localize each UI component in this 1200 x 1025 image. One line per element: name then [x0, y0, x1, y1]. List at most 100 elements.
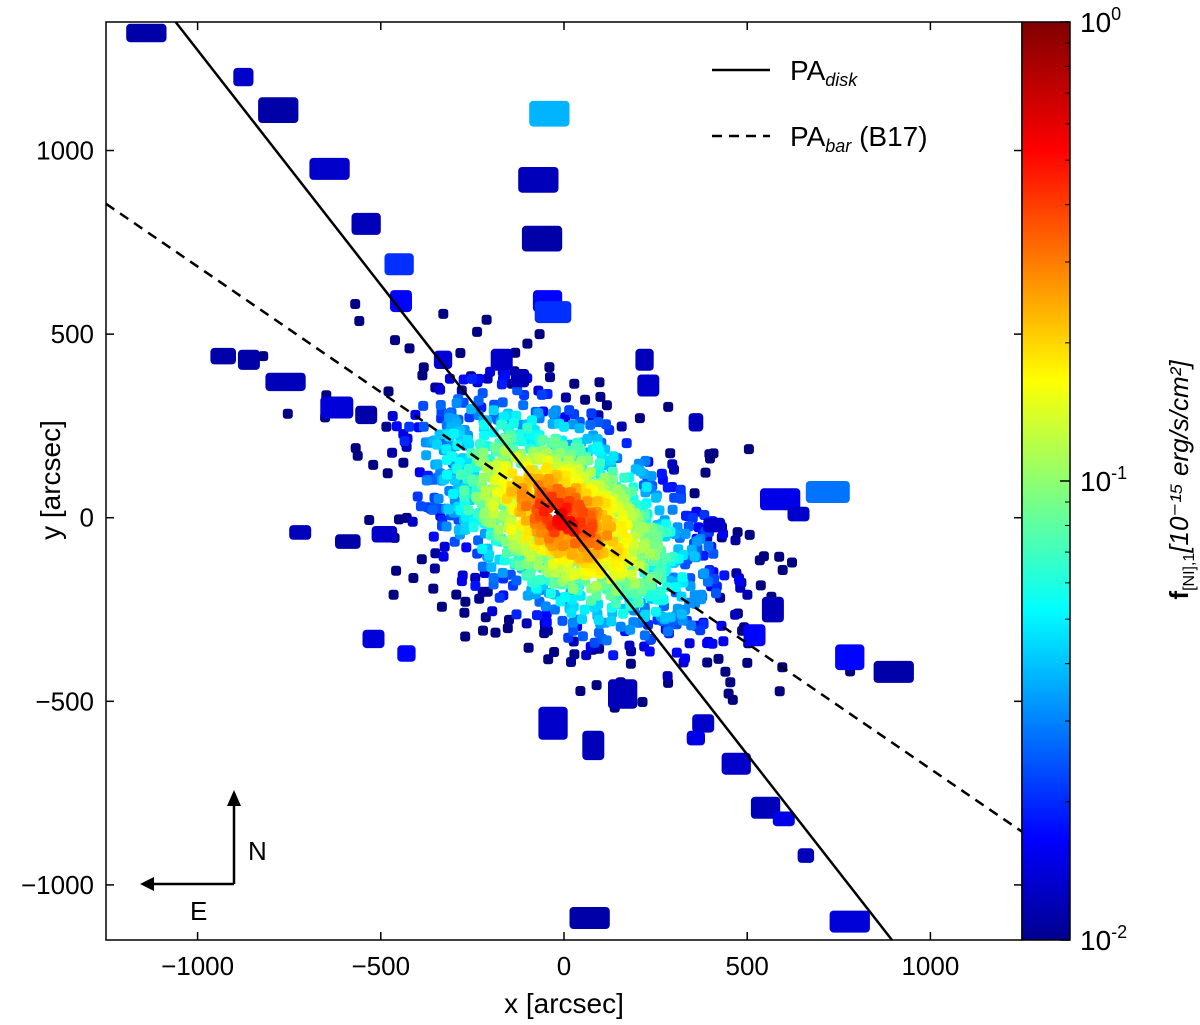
scatter-region — [258, 97, 299, 123]
scatter-point — [549, 578, 560, 589]
pa-bar-line — [106, 202, 1022, 833]
scatter-point — [512, 385, 523, 396]
scatter-point — [585, 419, 596, 430]
scatter-point — [391, 421, 402, 432]
scatter-point — [430, 548, 441, 559]
scatter-point — [566, 657, 576, 667]
scatter-point — [647, 522, 658, 533]
scatter-region — [529, 100, 570, 127]
colorbar-tick-label: 10-1 — [1080, 463, 1127, 497]
scatter-point — [539, 506, 550, 517]
scatter-point — [725, 677, 736, 688]
scatter-point — [506, 524, 517, 535]
y-axis-ticks: −1000 −500 0 500 1000 — [21, 136, 1022, 900]
scatter-point — [680, 653, 690, 664]
scatter-point — [612, 586, 622, 597]
scatter-point — [602, 515, 613, 526]
scatter-region — [743, 624, 766, 647]
scatter-region — [635, 348, 654, 371]
scatter-point — [655, 586, 666, 597]
scatter-point — [660, 612, 671, 623]
compass-north-arrowhead — [227, 790, 241, 806]
scatter-point — [617, 528, 628, 538]
scatter-region — [518, 167, 559, 193]
scatter-point — [580, 394, 591, 405]
scatter-point — [523, 526, 534, 537]
scatter-region — [772, 811, 795, 827]
scatter-point — [468, 522, 479, 533]
scatter-point — [388, 589, 399, 600]
scatter-point — [350, 299, 361, 309]
y-tick-label: 1000 — [36, 136, 94, 166]
scatter-point — [564, 405, 575, 416]
scatter-point — [544, 362, 555, 373]
scatter-point — [730, 535, 741, 546]
scatter-point — [462, 434, 473, 445]
scatter-point — [566, 549, 577, 560]
scatter-point — [412, 491, 423, 502]
scatter-point — [607, 466, 618, 477]
scatter-point — [625, 658, 636, 669]
scatter-point — [398, 457, 409, 468]
scatter-point — [549, 604, 560, 615]
scatter-point — [569, 649, 580, 660]
scatter-point — [439, 541, 450, 552]
scatter-point — [568, 583, 579, 594]
scatter-point — [570, 538, 580, 549]
scatter-point — [470, 580, 481, 591]
scatter-point — [713, 653, 724, 664]
scatter-point — [352, 450, 363, 461]
scatter-point — [568, 625, 579, 636]
scatter-point — [435, 384, 446, 395]
scatter-point — [511, 575, 522, 586]
scatter-point — [677, 572, 688, 583]
scatter-region — [490, 348, 513, 371]
scatter-point — [545, 372, 555, 383]
scatter-point — [364, 515, 375, 525]
scatter-region — [750, 796, 781, 819]
scatter-point — [612, 546, 623, 557]
scatter-point — [686, 620, 697, 631]
scatter-point — [421, 475, 432, 486]
scatter-point — [661, 553, 672, 564]
scatter-point — [449, 428, 459, 439]
scatter-point — [521, 515, 531, 526]
scatter-region — [761, 596, 784, 623]
scatter-point — [599, 472, 610, 483]
scatter-point — [390, 335, 400, 346]
scatter-region — [703, 517, 726, 533]
scatter-region — [510, 369, 530, 388]
scatter-point — [498, 412, 509, 422]
scatter-point — [569, 378, 580, 389]
scatter-point — [543, 474, 554, 484]
scatter-point — [441, 521, 452, 532]
scatter-point — [541, 617, 552, 628]
scatter-point — [408, 573, 419, 583]
scatter-point — [624, 640, 635, 651]
scatter-point — [477, 561, 488, 572]
compass-east-label: E — [190, 896, 207, 926]
scatter-point — [644, 646, 655, 657]
scatter-point — [432, 459, 443, 470]
scatter-region — [309, 157, 350, 180]
scatter-point — [702, 576, 713, 587]
scatter-region — [835, 644, 865, 671]
scatter-point — [707, 638, 718, 649]
scatter-point — [696, 594, 707, 605]
scatter-point — [428, 583, 439, 594]
scatter-point — [443, 504, 454, 515]
scatter-point — [594, 627, 604, 638]
scatter-point — [500, 370, 511, 381]
scatter-point — [708, 448, 719, 459]
scatter-point — [418, 362, 429, 373]
scatter-point — [459, 485, 470, 496]
scatter-point — [472, 326, 483, 337]
scatter-point — [466, 474, 477, 485]
scatter-point — [538, 434, 548, 445]
scatter-point — [742, 589, 753, 600]
scatter-point — [540, 601, 551, 612]
scatter-point — [415, 501, 426, 512]
scatter-point — [774, 551, 785, 562]
scatter-point — [532, 560, 543, 571]
